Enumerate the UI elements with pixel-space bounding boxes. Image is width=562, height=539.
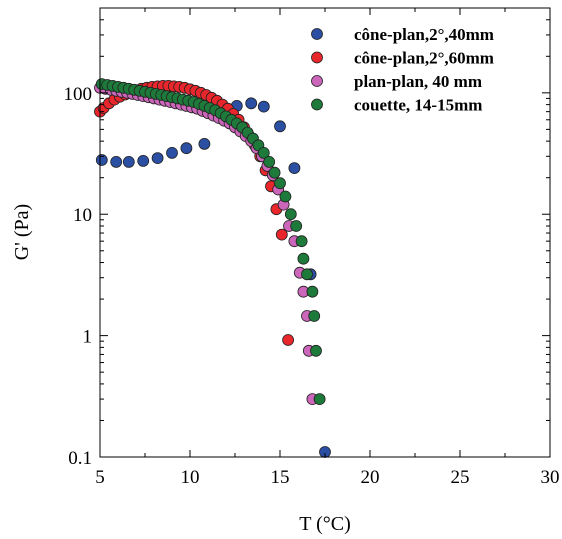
y-tick-label: 1 bbox=[83, 327, 93, 348]
x-tick-label: 30 bbox=[541, 467, 560, 488]
data-point bbox=[288, 162, 301, 175]
plot-frame bbox=[99, 7, 551, 458]
data-point bbox=[301, 268, 313, 281]
data-point bbox=[279, 190, 292, 203]
data-point bbox=[308, 310, 321, 322]
y-tick-label: 10 bbox=[73, 205, 92, 226]
data-point bbox=[310, 344, 322, 357]
data-point bbox=[257, 100, 270, 113]
data-point bbox=[313, 393, 326, 406]
legend-label: cône-plan,2°,60mm bbox=[354, 49, 494, 68]
legend-marker bbox=[311, 98, 323, 111]
data-point bbox=[297, 252, 310, 265]
data-point bbox=[290, 220, 303, 232]
legend-label: cône-plan,2°,40mm bbox=[354, 25, 494, 44]
data-point bbox=[275, 228, 288, 241]
axes: 5 10 15 20 25 30 0.1 1 10 100 bbox=[64, 7, 560, 488]
data-point bbox=[95, 154, 108, 166]
data-point bbox=[245, 97, 258, 110]
series-3 bbox=[94, 81, 319, 406]
legend-label: plan-plan, 40 mm bbox=[354, 72, 482, 91]
data-point bbox=[110, 155, 123, 168]
data-point bbox=[274, 177, 286, 190]
data-point bbox=[137, 154, 150, 167]
x-tick-label: 20 bbox=[361, 467, 380, 488]
y-tick-label: 100 bbox=[64, 84, 93, 105]
data-point bbox=[268, 166, 281, 179]
data-point bbox=[282, 334, 295, 346]
data-point bbox=[295, 235, 308, 248]
series-4 bbox=[95, 78, 326, 406]
plot-area bbox=[94, 78, 331, 458]
series-1 bbox=[95, 97, 331, 458]
series-2 bbox=[94, 80, 295, 346]
data-point bbox=[274, 120, 286, 133]
data-point bbox=[166, 146, 178, 159]
y-tick-label: 0.1 bbox=[68, 448, 92, 469]
legend: cône-plan,2°,40mm cône-plan,2°,60mm plan-p… bbox=[311, 25, 494, 115]
data-point bbox=[122, 155, 135, 168]
x-axis-title: T (°C) bbox=[299, 513, 351, 535]
legend-marker bbox=[311, 51, 323, 64]
data-point bbox=[263, 155, 276, 168]
legend-label: couette, 14-15mm bbox=[354, 96, 482, 115]
data-point bbox=[306, 285, 319, 298]
data-point bbox=[257, 146, 270, 159]
x-tick-label: 5 bbox=[95, 467, 105, 488]
data-point bbox=[180, 142, 193, 155]
x-tick-label: 10 bbox=[181, 467, 200, 488]
data-point bbox=[284, 208, 297, 221]
x-tick-label: 25 bbox=[451, 467, 470, 488]
legend-marker bbox=[311, 75, 323, 87]
legend-marker bbox=[311, 28, 323, 40]
y-axis-title: G' (Pa) bbox=[11, 204, 33, 260]
data-point bbox=[198, 137, 211, 150]
x-tick-label: 15 bbox=[271, 467, 290, 488]
data-point bbox=[151, 152, 164, 165]
